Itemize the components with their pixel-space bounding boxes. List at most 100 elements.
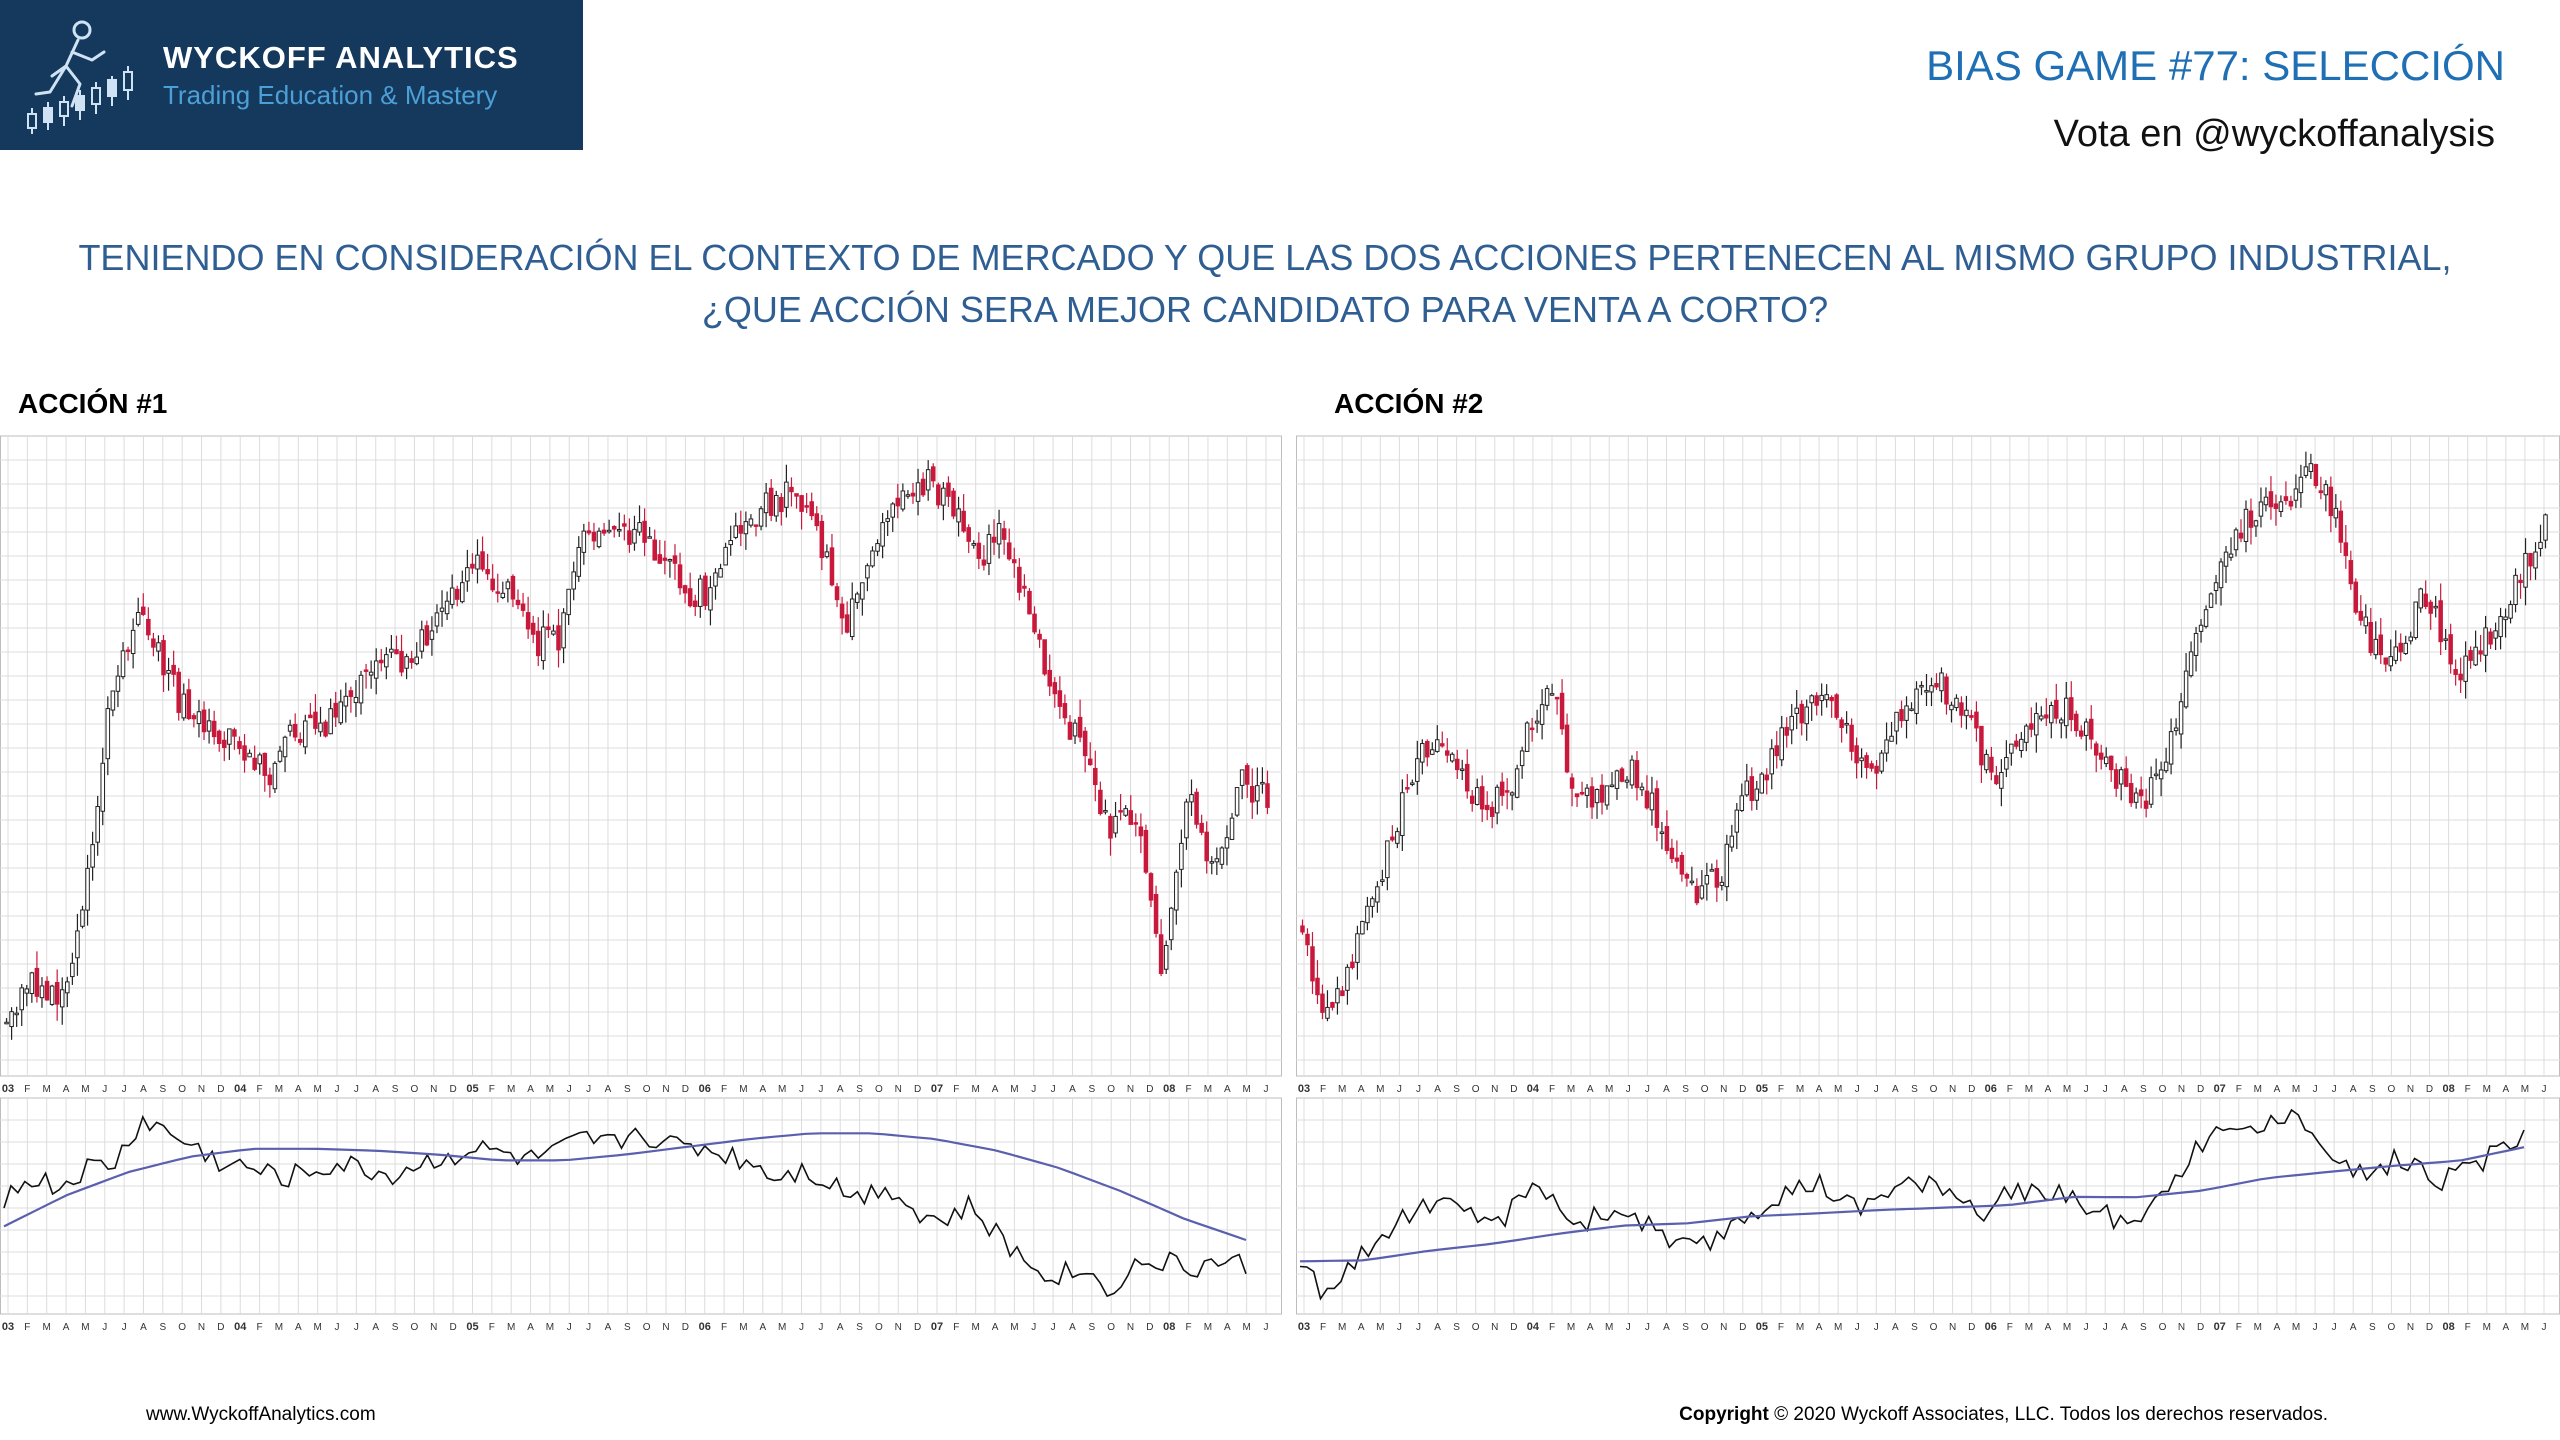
candle-body [728, 540, 733, 546]
candle-body [44, 980, 50, 1001]
x-tick-label: F [1778, 1084, 1784, 1095]
candle-body [799, 495, 804, 512]
candle-body [2183, 670, 2189, 708]
x-tick-label: M [2063, 1322, 2071, 1333]
x-tick-label: 08 [2442, 1321, 2454, 1333]
x-tick-label: 03 [1298, 1083, 1310, 1095]
candle-body [941, 487, 946, 506]
x-tick-label: J [335, 1084, 340, 1095]
candle-body [1345, 966, 1350, 991]
candle-body [1450, 753, 1455, 762]
x-tick-label: M [2521, 1084, 2529, 1095]
x-tick-label: J [799, 1322, 804, 1333]
candle-body [1594, 789, 1600, 804]
candle-body [206, 720, 212, 732]
candle-body [546, 626, 551, 631]
candle-body [2318, 490, 2324, 494]
x-tick-label: N [2407, 1322, 2414, 1333]
candle-body [930, 466, 936, 482]
candle-body [1430, 749, 1435, 755]
x-tick-label: J [1874, 1084, 1879, 1095]
candle-body [1143, 829, 1149, 873]
candle-body [1415, 758, 1420, 782]
x-tick-label: J [2542, 1084, 2547, 1095]
vote-handle: Vota en @wyckoffanalysis [2053, 113, 2495, 155]
x-tick-label: F [721, 1322, 727, 1333]
brand-name: WYCKOFF ANALYTICS [163, 40, 519, 75]
candle-body [1355, 933, 1360, 963]
x-tick-label: D [914, 1322, 921, 1333]
candle-body [1654, 788, 1660, 828]
candle-body [2478, 650, 2483, 655]
candle-body [698, 578, 703, 607]
x-tick-label: S [624, 1322, 631, 1333]
candle-body [59, 989, 65, 1008]
candle-body [1148, 873, 1154, 901]
question-line-1: TENIENDO EN CONSIDERACIÓN EL CONTEXTO DE… [78, 237, 2452, 278]
candle-body [925, 469, 931, 491]
candle-body [80, 909, 85, 927]
candle-body [1974, 711, 1979, 729]
candle-body [525, 612, 531, 630]
x-tick-label: D [1739, 1322, 1746, 1333]
x-tick-label: M [972, 1084, 980, 1095]
candle-body [1113, 815, 1118, 834]
x-tick-label: A [2503, 1084, 2510, 1095]
x-tick-label: S [856, 1084, 863, 1095]
candle-body [1234, 787, 1240, 816]
x-tick-label: S [1682, 1322, 1689, 1333]
x-tick-label: S [1088, 1322, 1095, 1333]
x-tick-label: M [2025, 1322, 2033, 1333]
x-tick-label: J [818, 1084, 823, 1095]
candle-body [14, 1012, 19, 1016]
candle-body [1062, 703, 1068, 719]
candle-body [2143, 800, 2149, 809]
candle-body [1944, 676, 1949, 705]
candle-body [1440, 743, 1445, 747]
candle-body [1609, 784, 1615, 788]
candle-body [2408, 636, 2413, 642]
x-tick-label: S [1088, 1084, 1095, 1095]
candle-body [2413, 601, 2418, 639]
x-tick-label: D [450, 1322, 457, 1333]
x-tick-label: O [2387, 1084, 2395, 1095]
x-tick-label: J [102, 1322, 107, 1333]
x-tick-label: F [1778, 1322, 1784, 1333]
candle-body [1320, 993, 1325, 1013]
candle-body [1529, 727, 1535, 731]
candle-body [2039, 715, 2044, 720]
candle-body [814, 513, 820, 527]
candle-body [713, 572, 718, 587]
candle-body [2098, 752, 2104, 760]
candle-body [1445, 750, 1450, 756]
x-tick-label: N [1491, 1084, 1498, 1095]
x-tick-label: S [2140, 1322, 2147, 1333]
candle-body [297, 739, 303, 743]
candle-body [2443, 638, 2448, 641]
x-tick-label: A [2121, 1322, 2128, 1333]
candle-body [566, 588, 571, 616]
copyright-label: Copyright [1679, 1404, 1769, 1425]
x-tick-label: A [1434, 1084, 1441, 1095]
candle-body [1919, 684, 1924, 688]
x-tick-label: M [1376, 1084, 1384, 1095]
candle-body [920, 478, 926, 496]
candle-body [1128, 810, 1134, 825]
candle-body [277, 750, 283, 762]
candle-body [986, 534, 992, 564]
x-tick-label: S [159, 1322, 166, 1333]
candle-body [662, 557, 668, 561]
x-tick-label: J [1855, 1084, 1860, 1095]
candle-body [2333, 507, 2339, 519]
candle-body [2518, 579, 2523, 584]
candle-body [2423, 593, 2428, 607]
x-tick-label: J [102, 1084, 107, 1095]
candle-body [2093, 743, 2099, 756]
candle-body [262, 752, 268, 776]
candle-body [1077, 716, 1083, 738]
x-tick-label: A [605, 1084, 612, 1095]
candle-body [1390, 836, 1395, 841]
website-link[interactable]: www.WyckoffAnalytics.com [146, 1404, 376, 1425]
candle-body [1042, 639, 1047, 675]
candle-body [1325, 1006, 1330, 1019]
